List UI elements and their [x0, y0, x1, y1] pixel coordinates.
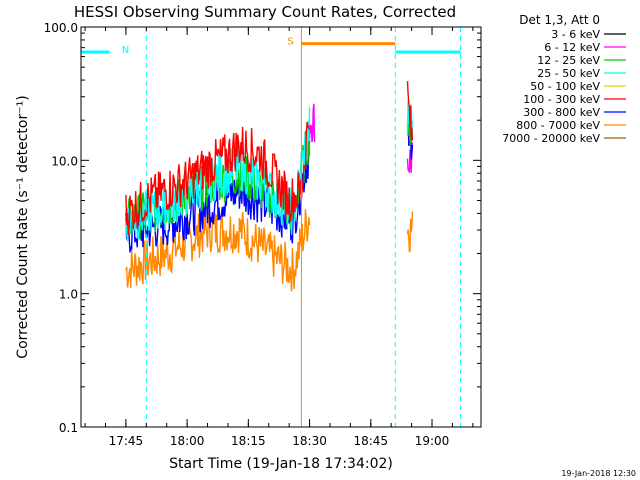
- legend-title: Det 1,3, Att 0: [519, 13, 600, 27]
- y-tick-label: 10.0: [51, 154, 78, 168]
- y-tick-label: 100.0: [44, 21, 78, 35]
- x-tick-label: 17:45: [109, 434, 144, 448]
- x-tick-label: 18:15: [231, 434, 266, 448]
- series-line: [406, 142, 414, 173]
- legend-label: 800 - 7000 keV: [516, 119, 600, 132]
- legend-label: 3 - 6 keV: [551, 28, 600, 41]
- plot-data-area: [125, 81, 414, 292]
- plot-frame: [80, 26, 482, 428]
- x-axis-label: Start Time (19-Jan-18 17:34:02): [169, 456, 393, 472]
- series-line: [125, 140, 311, 253]
- legend-label: 6 - 12 keV: [544, 41, 600, 54]
- x-tick-label: 18:00: [170, 434, 205, 448]
- series-line: [406, 81, 414, 141]
- legend-label: 7000 - 20000 keV: [502, 132, 600, 145]
- series-line: [125, 107, 311, 242]
- legend-label: 25 - 50 keV: [537, 67, 600, 80]
- y-tick-label: 1.0: [59, 288, 78, 302]
- x-tick-label: 18:30: [292, 434, 327, 448]
- legend-label: 50 - 100 keV: [530, 80, 600, 93]
- footer-timestamp: 19-Jan-2018 12:30: [561, 469, 636, 478]
- marker-label: S: [287, 37, 293, 48]
- y-tick-label: 0.1: [59, 421, 78, 435]
- series-line: [125, 209, 311, 292]
- axes: 17:45 18:00 18:15 18:30 18:45 19:00 0.1 1.0 10.0…: [44, 21, 481, 448]
- legend-label: 300 - 800 keV: [523, 106, 600, 119]
- series-line: [406, 211, 414, 253]
- legend-label: 12 - 25 keV: [537, 54, 600, 67]
- x-tick-label: 19:00: [415, 434, 450, 448]
- legend-label: 100 - 300 keV: [523, 93, 600, 106]
- x-tick-label: 18:45: [353, 434, 388, 448]
- series-line: [125, 121, 311, 235]
- y-axis-label: Corrected Count Rate (s⁻¹ detector⁻¹): [15, 95, 31, 358]
- chart-title: HESSI Observing Summary Count Rates, Cor…: [74, 3, 456, 21]
- observing-markers: NS: [81, 27, 462, 427]
- series-line: [308, 103, 316, 143]
- marker-label: N: [122, 45, 129, 56]
